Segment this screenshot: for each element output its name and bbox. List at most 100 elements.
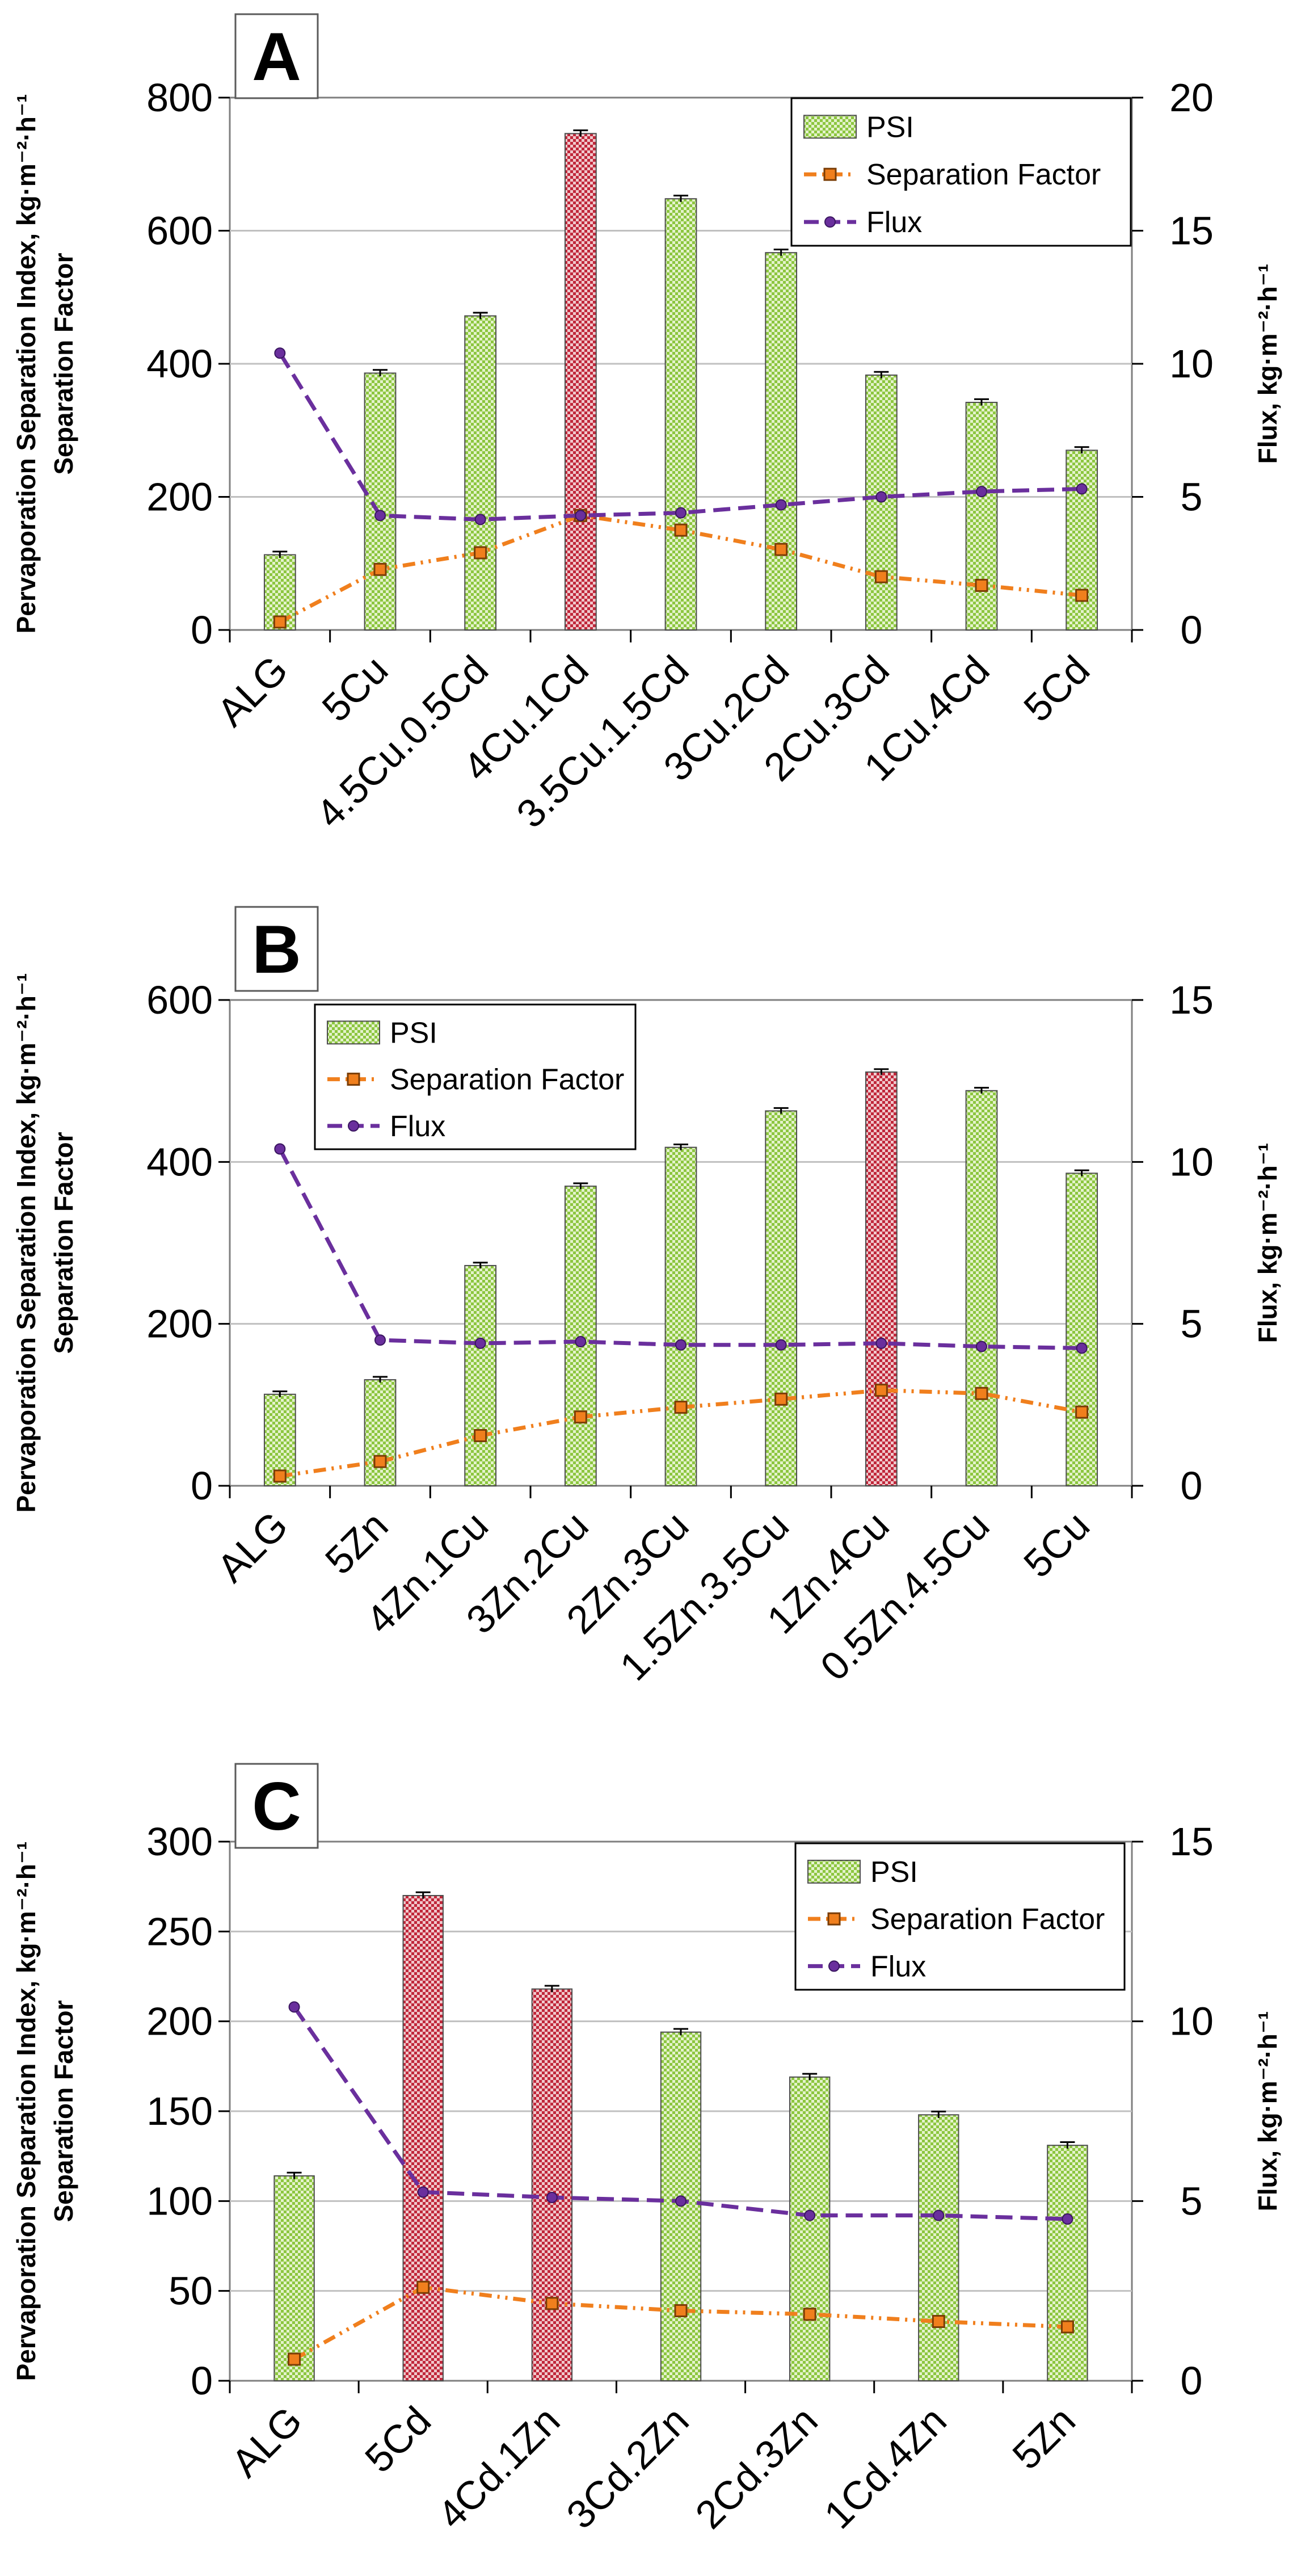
flux-point bbox=[804, 2209, 816, 2221]
x-tick-label: 2Cd.3Zn bbox=[687, 2398, 826, 2537]
separation-factor-point bbox=[416, 2280, 430, 2294]
x-tick-label: 5Cd bbox=[1015, 647, 1098, 730]
flux-point bbox=[546, 2192, 558, 2203]
legend-marker-separation bbox=[827, 1912, 841, 1926]
y2-tick-label: 10 bbox=[1169, 1999, 1214, 2044]
flux-point bbox=[875, 1337, 887, 1349]
separation-factor-line bbox=[279, 513, 1083, 624]
x-tick-label: ALG bbox=[209, 647, 296, 734]
psi-bar bbox=[765, 1110, 798, 1487]
separation-factor-point bbox=[574, 1410, 587, 1424]
separation-factor-point bbox=[273, 615, 287, 629]
legend-marker-flux bbox=[828, 1960, 840, 1972]
psi-bar bbox=[364, 372, 397, 631]
y-axis-title: Pervaporation Separation Index, kg·m⁻²·h… bbox=[11, 1842, 41, 2381]
x-tick-label: 4Cd.1Zn bbox=[429, 2398, 568, 2537]
chart-panel-c: 0 50 100 150 200 250 300 0 5 10 15 ALG 5Cd4Cd.1Zn3Cd… bbox=[11, 1763, 1282, 2537]
y-tick-label: 0 bbox=[191, 2359, 213, 2403]
flux-point bbox=[675, 507, 687, 519]
flux-point bbox=[274, 347, 286, 359]
y-tick-label: 100 bbox=[146, 2179, 213, 2223]
y-tick-label: 200 bbox=[146, 1999, 213, 2044]
legend-marker-flux bbox=[348, 1120, 359, 1132]
separation-factor-point bbox=[273, 1469, 287, 1483]
y-tick-label: 200 bbox=[146, 1302, 213, 1346]
y-tick-label: 250 bbox=[146, 1909, 213, 1953]
separation-factor-point bbox=[373, 562, 387, 576]
separation-factor-point bbox=[474, 1429, 487, 1443]
psi-bar bbox=[664, 1146, 697, 1486]
legend-label: PSI bbox=[390, 1016, 437, 1049]
y2-tick-label: 5 bbox=[1181, 475, 1203, 519]
y-tick-label: 400 bbox=[146, 1140, 213, 1184]
psi-bar bbox=[664, 198, 697, 631]
legend: PSI Separation Factor Flux bbox=[790, 97, 1132, 247]
separation-factor-point bbox=[774, 543, 788, 556]
y-tick-label: 400 bbox=[146, 342, 213, 386]
separation-factor-point bbox=[545, 2297, 559, 2310]
y2-tick-label: 5 bbox=[1181, 1302, 1203, 1346]
psi-bar bbox=[464, 1264, 497, 1487]
flux-point bbox=[976, 1340, 987, 1352]
legend-label: Flux bbox=[866, 206, 922, 239]
y2-axis-title: Flux, kg·m⁻²·h⁻¹ bbox=[1253, 264, 1282, 464]
legend-label: PSI bbox=[870, 1856, 918, 1889]
flux-point bbox=[675, 2195, 687, 2207]
legend-swatch-psi bbox=[327, 1020, 380, 1045]
y-axis-title-line2: Separation Factor bbox=[49, 1132, 78, 1354]
separation-factor-point bbox=[674, 1401, 688, 1414]
legend-marker-flux bbox=[824, 216, 836, 228]
panel-letter: B bbox=[252, 911, 301, 987]
flux-point bbox=[1062, 2213, 1073, 2225]
panel-letter: A bbox=[252, 19, 301, 95]
flux-point bbox=[976, 486, 987, 498]
panel-badge bbox=[234, 1763, 319, 1849]
legend-marker-separation bbox=[823, 167, 837, 181]
x-tick-label: 5Cu bbox=[314, 647, 397, 730]
x-tick-label: 5Cu bbox=[1015, 1503, 1098, 1586]
y2-tick-label: 15 bbox=[1169, 209, 1214, 253]
y-tick-label: 800 bbox=[146, 75, 213, 120]
flux-point bbox=[474, 1337, 486, 1349]
y-tick-label: 0 bbox=[191, 608, 213, 652]
x-tick-label: 5Zn bbox=[317, 1503, 396, 1582]
y2-tick-label: 5 bbox=[1181, 2179, 1203, 2223]
y-axis-title-line2: Separation Factor bbox=[49, 253, 78, 474]
flux-line bbox=[278, 352, 1082, 522]
y2-tick-label: 0 bbox=[1181, 1464, 1203, 1508]
legend-marker-separation bbox=[347, 1073, 360, 1086]
separation-factor-point bbox=[288, 2352, 301, 2366]
flux-point bbox=[775, 1339, 787, 1351]
panel-letter: C bbox=[252, 1768, 301, 1844]
separation-factor-point bbox=[373, 1455, 387, 1468]
y-tick-label: 600 bbox=[146, 978, 213, 1022]
flux-line bbox=[278, 1148, 1082, 1350]
separation-factor-point bbox=[975, 1386, 988, 1400]
y2-tick-label: 0 bbox=[1181, 2359, 1203, 2403]
legend-label: Flux bbox=[390, 1110, 445, 1143]
y-tick-label: 0 bbox=[191, 1464, 213, 1508]
separation-factor-point bbox=[874, 570, 888, 583]
legend-swatch-psi bbox=[803, 115, 857, 139]
x-tick-label: 5Cd bbox=[356, 2398, 439, 2481]
panel-badge bbox=[234, 13, 319, 99]
psi-bar bbox=[273, 2175, 315, 2381]
psi-bar-highlighted bbox=[564, 133, 597, 631]
flux-point bbox=[775, 499, 787, 511]
x-tick-label: ALG bbox=[209, 1503, 296, 1590]
y2-tick-label: 15 bbox=[1169, 1819, 1214, 1864]
separation-factor-point bbox=[774, 1392, 788, 1406]
y2-tick-label: 20 bbox=[1169, 75, 1214, 120]
psi-bar bbox=[965, 1090, 998, 1486]
flux-point bbox=[575, 1336, 587, 1348]
separation-factor-point bbox=[803, 2308, 816, 2321]
y-axis-title: Pervaporation Separation Index, kg·m⁻²·h… bbox=[11, 973, 41, 1513]
legend: PSI Separation Factor Flux bbox=[314, 1003, 637, 1150]
x-tick-label: 3Cd.2Zn bbox=[558, 2398, 697, 2537]
psi-bar bbox=[464, 315, 497, 631]
separation-factor-point bbox=[674, 523, 688, 537]
x-tick-label: 1Cd.4Zn bbox=[816, 2398, 955, 2537]
flux-point bbox=[675, 1339, 687, 1351]
legend-swatch-psi bbox=[807, 1859, 861, 1884]
